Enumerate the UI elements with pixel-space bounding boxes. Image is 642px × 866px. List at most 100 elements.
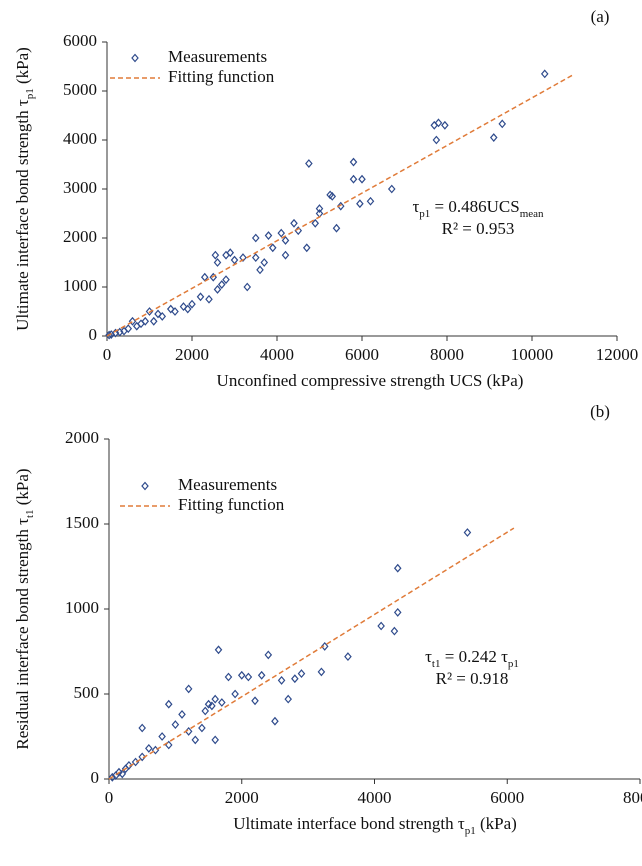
x-tick-label: 2000 bbox=[225, 788, 259, 807]
point bbox=[430, 120, 439, 130]
panel-label: (a) bbox=[591, 7, 610, 26]
equation: τt1 = 0.242 τp1 bbox=[425, 647, 519, 670]
point bbox=[366, 196, 375, 206]
point bbox=[277, 675, 286, 685]
point bbox=[251, 696, 259, 706]
point bbox=[264, 231, 273, 240]
point bbox=[138, 752, 146, 762]
point bbox=[540, 69, 549, 79]
point bbox=[326, 190, 334, 200]
point bbox=[256, 265, 264, 275]
x-axis-label: Ultimate interface bond strength τp1 (kP… bbox=[233, 814, 517, 837]
point bbox=[218, 698, 226, 707]
point bbox=[305, 159, 313, 168]
point bbox=[141, 316, 150, 326]
point bbox=[317, 667, 326, 677]
point bbox=[208, 701, 216, 711]
x-tick-label: 8000 bbox=[430, 345, 464, 364]
point bbox=[434, 118, 443, 128]
y-tick-label: 2000 bbox=[63, 227, 97, 246]
text-part: p1 bbox=[465, 825, 476, 837]
y-tick-label: 1500 bbox=[65, 513, 99, 532]
point bbox=[213, 285, 222, 294]
point bbox=[336, 201, 345, 211]
point bbox=[281, 236, 290, 245]
point bbox=[344, 652, 352, 662]
point bbox=[214, 645, 223, 655]
r-squared: R² = 0.953 bbox=[442, 219, 515, 238]
point bbox=[320, 641, 329, 651]
point bbox=[377, 621, 385, 631]
point bbox=[498, 119, 507, 129]
point bbox=[137, 319, 145, 329]
point bbox=[257, 670, 266, 680]
point bbox=[226, 248, 235, 258]
point bbox=[432, 135, 441, 145]
text-part: (kPa) bbox=[13, 47, 32, 88]
point bbox=[204, 699, 213, 709]
point bbox=[356, 199, 364, 209]
y-axis-label: Ultimate interface bond strength τp1 (kP… bbox=[13, 47, 36, 331]
point bbox=[251, 233, 260, 243]
point bbox=[121, 764, 130, 774]
point bbox=[205, 294, 213, 304]
point bbox=[178, 709, 186, 719]
point bbox=[158, 311, 167, 321]
equation: τp1 = 0.486UCSmean bbox=[412, 197, 544, 220]
point bbox=[271, 716, 279, 726]
x-tick-label: 4000 bbox=[260, 345, 294, 364]
point bbox=[315, 209, 324, 218]
point bbox=[349, 157, 358, 167]
x-tick-label: 6000 bbox=[345, 345, 379, 364]
text-part: mean bbox=[520, 208, 544, 220]
point bbox=[211, 250, 220, 260]
point bbox=[315, 204, 324, 214]
point bbox=[191, 735, 200, 745]
text-part: p1 bbox=[24, 88, 36, 99]
point bbox=[290, 218, 298, 228]
y-tick-label: 2000 bbox=[65, 428, 99, 447]
point bbox=[222, 275, 230, 285]
point bbox=[358, 174, 366, 184]
legend-label: Fitting function bbox=[168, 67, 275, 86]
point bbox=[211, 735, 219, 745]
panel-label: (b) bbox=[590, 402, 610, 421]
point bbox=[239, 253, 247, 263]
text-part: t1 bbox=[432, 658, 441, 670]
point bbox=[183, 304, 192, 314]
point bbox=[158, 732, 166, 741]
point bbox=[213, 258, 222, 267]
point bbox=[393, 563, 402, 573]
point bbox=[311, 218, 320, 228]
point bbox=[224, 672, 233, 682]
r-squared: R² = 0.918 bbox=[436, 669, 509, 688]
text-part: Ultimate interface bond strength τ bbox=[13, 99, 32, 331]
legend-label: Fitting function bbox=[178, 495, 285, 514]
x-tick-label: 12000 bbox=[596, 345, 639, 364]
point bbox=[281, 250, 290, 260]
y-tick-label: 0 bbox=[89, 325, 98, 344]
y-tick-label: 500 bbox=[74, 683, 100, 702]
point bbox=[463, 528, 472, 537]
point bbox=[184, 684, 193, 694]
point bbox=[107, 330, 116, 339]
point bbox=[277, 228, 286, 238]
text-part: t1 bbox=[24, 509, 36, 518]
point bbox=[138, 723, 146, 733]
text-part: (kPa) bbox=[476, 814, 517, 833]
point bbox=[302, 243, 311, 253]
y-tick-label: 4000 bbox=[63, 129, 97, 148]
legend-marker bbox=[141, 481, 149, 491]
text-part: p1 bbox=[508, 658, 519, 670]
point bbox=[154, 309, 162, 319]
y-axis-label: Residual interface bond strength τt1 (kP… bbox=[13, 468, 36, 749]
legend-label: Measurements bbox=[168, 47, 267, 66]
point bbox=[151, 745, 160, 755]
y-tick-label: 0 bbox=[91, 768, 100, 787]
point bbox=[108, 772, 117, 782]
point bbox=[198, 723, 206, 733]
text-part: (kPa) bbox=[13, 468, 32, 509]
x-tick-label: 6000 bbox=[490, 788, 524, 807]
point bbox=[231, 689, 239, 699]
